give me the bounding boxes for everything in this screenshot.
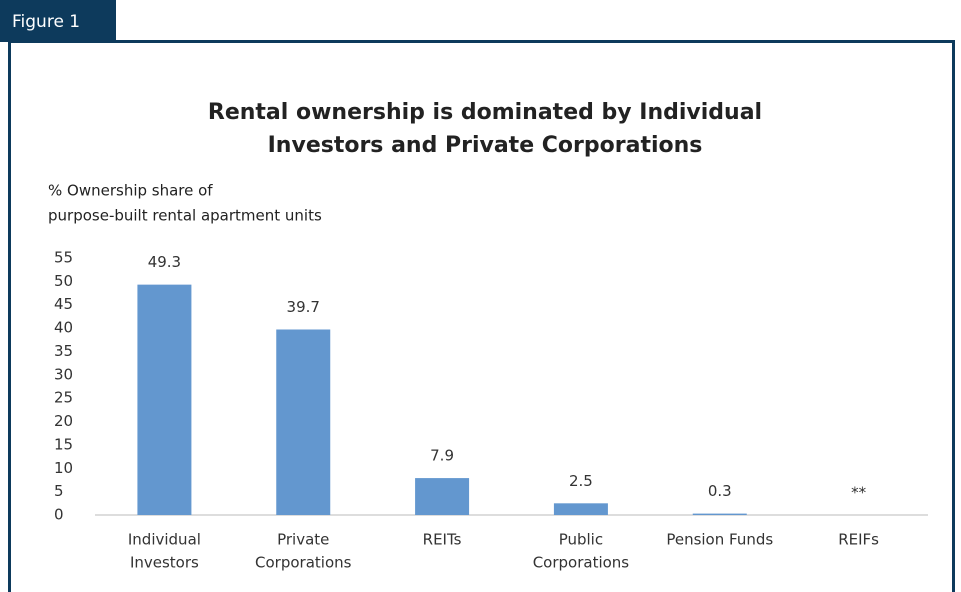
y-tick-label: 30 (54, 365, 73, 383)
value-label: 7.9 (430, 447, 454, 465)
y-tick-label: 55 (54, 249, 73, 267)
x-tick-label: Pension Funds (666, 531, 773, 549)
chart-title: Investors and Private Corporations (268, 133, 703, 158)
bar (276, 329, 331, 515)
x-tick-label: Corporations (533, 554, 630, 572)
y-tick-label: 20 (54, 412, 73, 430)
figure-frame (8, 40, 955, 592)
y-tick-label: 40 (54, 319, 73, 337)
y-tick-label: 50 (54, 272, 73, 290)
value-label: 2.5 (569, 472, 593, 490)
x-tick-label: REITs (423, 531, 462, 549)
y-tick-label: 15 (54, 435, 73, 453)
value-label: 49.3 (148, 253, 181, 271)
bar (692, 513, 747, 515)
value-label: ** (851, 484, 867, 502)
y-axis-label: purpose-built rental apartment units (48, 207, 322, 225)
bar (553, 503, 608, 515)
figure-tab (0, 0, 116, 42)
x-tick-label: Investors (130, 554, 199, 572)
y-tick-label: 45 (54, 295, 73, 313)
x-tick-label: REIFs (838, 531, 879, 549)
x-tick-label: Corporations (255, 554, 352, 572)
x-tick-label: Individual (128, 531, 201, 549)
x-tick-label: Public (559, 531, 603, 549)
bar (415, 478, 470, 515)
chart-title: Rental ownership is dominated by Individ… (208, 100, 762, 125)
value-label: 39.7 (287, 298, 320, 316)
bar (137, 284, 192, 515)
y-tick-label: 35 (54, 342, 73, 360)
y-tick-label: 5 (54, 482, 64, 500)
y-axis-label: % Ownership share of (48, 182, 213, 200)
figure-label: Figure 1 (12, 12, 80, 32)
value-label: 0.3 (708, 482, 732, 500)
x-tick-label: Private (277, 531, 329, 549)
y-tick-label: 25 (54, 389, 73, 407)
y-tick-label: 10 (54, 459, 73, 477)
y-tick-label: 0 (54, 506, 64, 524)
